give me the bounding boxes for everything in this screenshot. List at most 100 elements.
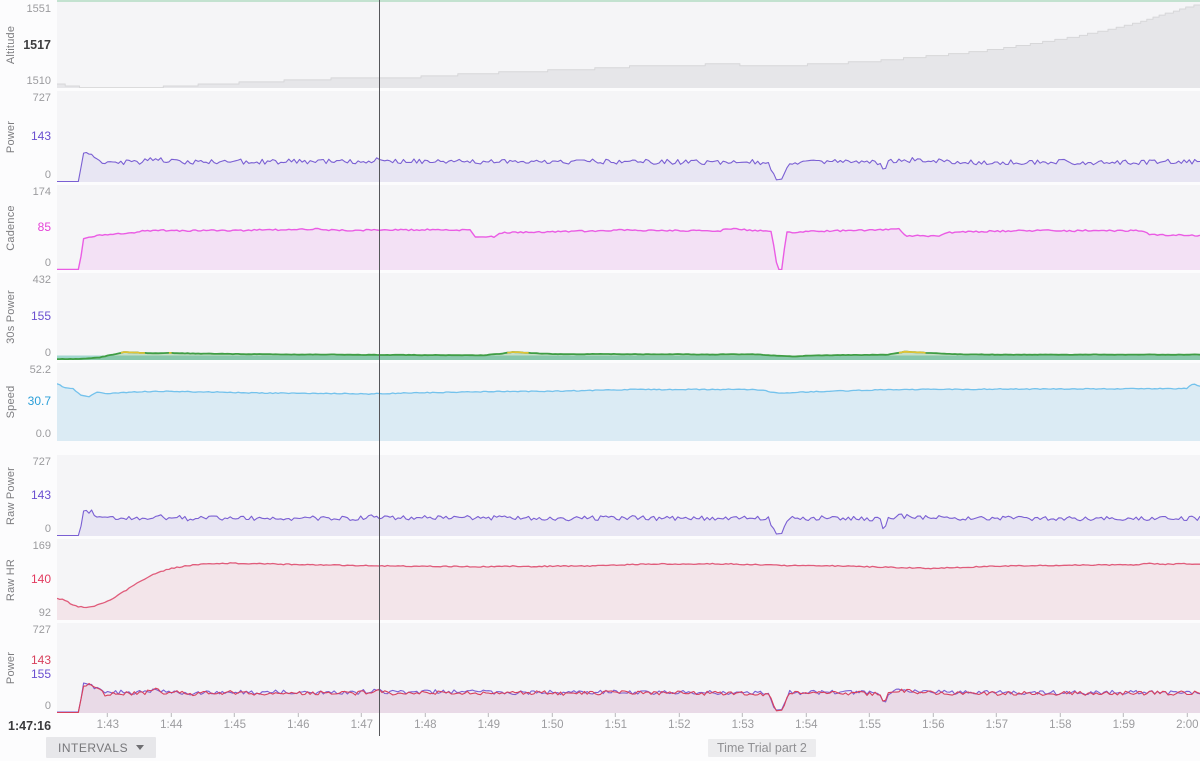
- speed-plot-background: [57, 363, 1200, 441]
- axis-tick-label: 1:44: [160, 719, 183, 731]
- raw-hr-plot-background: [57, 539, 1200, 620]
- axis-tick-label: 1:55: [858, 719, 881, 731]
- top-accent-bar: [57, 0, 1200, 2]
- panel-raw-hr: Raw HR 169 140 92: [0, 539, 1200, 620]
- axis-tick-1:46: 1:46: [287, 713, 309, 731]
- power-30s-ymax-label: 432: [32, 274, 51, 286]
- speed-panel-title: Speed: [5, 385, 17, 419]
- raw-hr-ymin-label: 92: [38, 606, 51, 619]
- axis-tick-mark: [424, 713, 426, 717]
- axis-tick-label: 1:51: [604, 719, 627, 731]
- chart-cursor-line[interactable]: [378, 0, 381, 736]
- power-30s-plot-background: [57, 273, 1200, 360]
- axis-tick-1:47: 1:47: [351, 713, 373, 731]
- cadence-avg-label: 85: [37, 219, 51, 234]
- raw-hr-avg-label: 140: [30, 571, 51, 586]
- power-30s-ymin-label: 0: [44, 346, 51, 359]
- axis-tick-mark: [297, 713, 299, 717]
- cadence-plot-background: [57, 185, 1200, 270]
- axis-tick-mark: [1186, 713, 1188, 717]
- axis-tick-label: 1:54: [795, 719, 818, 731]
- axis-tick-1:53: 1:53: [732, 713, 754, 731]
- axis-tick-1:57: 1:57: [986, 713, 1008, 731]
- interval-name-chip[interactable]: Time Trial part 2: [708, 739, 816, 757]
- axis-tick-label: 1:52: [668, 719, 691, 731]
- power-30s-series-0: [57, 350, 1200, 360]
- power-chart[interactable]: [57, 91, 1200, 182]
- altitude-series-0: [57, 4, 1200, 88]
- raw-power-ymin-label: 0: [44, 522, 51, 535]
- axis-tick-1:51: 1:51: [605, 713, 627, 731]
- power-compare-axis-labels: Power 727 143 155 0: [0, 623, 57, 713]
- axis-tick-label: 2:00: [1176, 719, 1199, 731]
- power-compare-avg-label: 143 155: [30, 653, 51, 681]
- axis-tick-mark: [932, 713, 934, 717]
- power-avg-label: 143: [30, 128, 51, 143]
- power-axis-labels: Power 727 143 0: [0, 91, 57, 182]
- axis-tick-mark: [551, 713, 553, 717]
- cadence-axis-labels: Cadence 174 85 0: [0, 185, 57, 270]
- cadence-series-0: [57, 227, 1200, 270]
- axis-tick-1:54: 1:54: [795, 713, 817, 731]
- interval-name-label: Time Trial part 2: [717, 741, 807, 755]
- power-compare-series-1: [57, 682, 1200, 713]
- power-30s-chart[interactable]: [57, 273, 1200, 360]
- power-compare-chart[interactable]: [57, 623, 1200, 713]
- altitude-panel-title: Altitude: [5, 25, 17, 65]
- axis-tick-label: 1:46: [287, 719, 310, 731]
- panel-power-compare: Power 727 143 155 0: [0, 623, 1200, 713]
- cadence-chart[interactable]: [57, 185, 1200, 270]
- axis-tick-mark: [170, 713, 172, 717]
- power-30s-panel-title: 30s Power: [5, 289, 17, 344]
- raw-hr-axis-labels: Raw HR 169 140 92: [0, 539, 57, 620]
- axis-tick-mark: [1123, 713, 1125, 717]
- altitude-avg-label: 1517: [23, 37, 51, 52]
- axis-tick-mark: [1059, 713, 1061, 717]
- altitude-ymax-label: 1551: [26, 3, 51, 15]
- altitude-chart[interactable]: [57, 2, 1200, 88]
- panel-power-30s: 30s Power 432 155 0: [0, 273, 1200, 360]
- power-compare-ymin-label: 0: [44, 699, 51, 712]
- cadence-panel-title: Cadence: [5, 204, 17, 251]
- power-ymin-label: 0: [44, 168, 51, 181]
- axis-tick-1:55: 1:55: [859, 713, 881, 731]
- speed-ymin-label: 0.0: [35, 427, 51, 440]
- raw-power-series-0: [57, 509, 1200, 536]
- raw-power-chart[interactable]: [57, 455, 1200, 536]
- axis-tick-mark: [615, 713, 617, 717]
- panel-altitude: Altitude 1551 1517 1510: [0, 2, 1200, 88]
- axis-tick-label: 1:48: [414, 719, 437, 731]
- axis-tick-label: 1:58: [1049, 719, 1072, 731]
- axis-tick-1:56: 1:56: [922, 713, 944, 731]
- power-30s-band: [57, 355, 1200, 360]
- raw-power-axis-labels: Raw Power 727 143 0: [0, 455, 57, 536]
- axis-tick-mark: [869, 713, 871, 717]
- cursor-time-label: 1:47:16: [8, 719, 52, 733]
- cadence-ymax-label: 174: [32, 186, 51, 198]
- axis-tick-label: 1:57: [985, 719, 1008, 731]
- panel-cadence: Cadence 174 85 0: [0, 185, 1200, 270]
- intervals-dropdown-button[interactable]: INTERVALS: [46, 737, 157, 758]
- axis-tick-mark: [742, 713, 744, 717]
- raw-power-avg-label: 143: [30, 487, 51, 502]
- raw-hr-series-0: [57, 562, 1200, 609]
- axis-tick-label: 1:56: [922, 719, 945, 731]
- raw-hr-chart[interactable]: [57, 539, 1200, 620]
- cadence-ymin-label: 0: [44, 256, 51, 269]
- power-compare-panel-title: Power: [5, 651, 17, 685]
- axis-tick-mark: [678, 713, 680, 717]
- axis-tick-label: 1:45: [223, 719, 246, 731]
- axis-tick-mark: [805, 713, 807, 717]
- axis-tick-2:00: 2:00: [1176, 713, 1198, 731]
- power-ymax-label: 727: [32, 92, 51, 104]
- power-panel-title: Power: [5, 120, 17, 153]
- raw-power-panel-title: Raw Power: [5, 466, 17, 525]
- raw-hr-panel-title: Raw HR: [5, 558, 17, 601]
- altitude-axis-labels: Altitude 1551 1517 1510: [0, 2, 57, 88]
- axis-tick-1:58: 1:58: [1049, 713, 1071, 731]
- speed-axis-labels: Speed 52.2 30.7 0.0: [0, 363, 57, 441]
- axis-tick-mark: [107, 713, 109, 717]
- speed-series-0: [57, 383, 1200, 398]
- speed-chart[interactable]: [57, 363, 1200, 441]
